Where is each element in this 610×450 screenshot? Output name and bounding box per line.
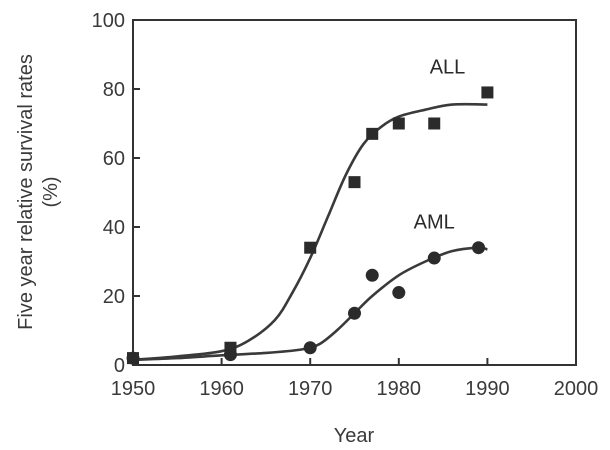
x-axis-ticks: 1950 1960 1970 1980 1990 2000 bbox=[111, 358, 599, 400]
data-point-aml bbox=[392, 286, 406, 300]
y-axis-label-line2: (%) bbox=[40, 176, 62, 207]
data-point-aml bbox=[365, 268, 379, 282]
y-tick-label: 0 bbox=[114, 355, 125, 377]
series-labels: ALL AML bbox=[414, 56, 466, 233]
data-point-all bbox=[366, 127, 379, 140]
y-tick-label: 80 bbox=[103, 79, 125, 101]
x-tick-label: 1990 bbox=[465, 378, 510, 400]
y-axis-label-line1: Five year relative survival rates bbox=[15, 54, 37, 330]
plot-frame bbox=[132, 19, 577, 366]
data-point-aml bbox=[427, 251, 441, 265]
data-point-aml bbox=[126, 351, 140, 365]
y-tick-label: 100 bbox=[92, 10, 125, 32]
y-axis-ticks: 0 20 40 60 80 100 bbox=[92, 10, 140, 377]
x-tick-label: 1960 bbox=[199, 378, 244, 400]
data-point-aml bbox=[472, 241, 486, 255]
data-point-all bbox=[304, 241, 317, 254]
plot-area-border bbox=[132, 19, 577, 366]
x-axis-label: Year bbox=[334, 425, 375, 447]
y-tick-label: 20 bbox=[103, 286, 125, 308]
x-tick-label: 1970 bbox=[288, 378, 333, 400]
data-point-all bbox=[392, 117, 405, 130]
data-point-aml bbox=[303, 341, 317, 355]
data-point-all bbox=[348, 176, 361, 189]
y-axis-label: Five year relative survival rates (%) bbox=[15, 54, 62, 330]
x-tick-label: 1950 bbox=[111, 378, 156, 400]
series-label-all: ALL bbox=[430, 56, 466, 78]
y-tick-label: 60 bbox=[103, 148, 125, 170]
data-point-aml bbox=[348, 306, 361, 320]
data-point-aml bbox=[223, 348, 237, 362]
x-tick-label: 2000 bbox=[554, 378, 599, 400]
data-point-all bbox=[428, 117, 441, 130]
y-tick-label: 40 bbox=[103, 217, 125, 239]
data-point-all bbox=[481, 86, 494, 99]
data-markers bbox=[126, 86, 494, 365]
series-label-aml: AML bbox=[414, 212, 455, 234]
x-tick-label: 1980 bbox=[377, 378, 422, 400]
